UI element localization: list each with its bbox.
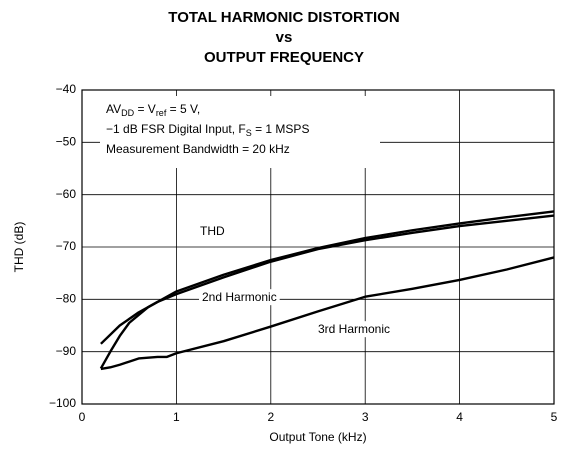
series-line	[100, 256, 555, 371]
x-tick-label: 2	[267, 410, 274, 424]
annotation-text: Measurement Bandwidth = 20 kHz	[106, 142, 290, 156]
y-tick-label: −70	[56, 239, 77, 253]
y-axis-label: THD (dB)	[12, 222, 26, 273]
annotation-subscript: ref	[156, 108, 167, 118]
y-tick-label: −60	[56, 187, 77, 201]
x-tick-label: 4	[456, 410, 463, 424]
chart-title: TOTAL HARMONIC DISTORTION	[168, 9, 399, 26]
annotation-text: −1 dB FSR Digital Input, F	[106, 122, 246, 136]
plot-frame	[81, 89, 555, 405]
annotation-text: = 1 MSPS	[252, 122, 310, 136]
annotation-subscript: DD	[121, 108, 134, 118]
x-tick-label: 0	[79, 410, 86, 424]
x-tick-label: 3	[362, 410, 369, 424]
chart-title: OUTPUT FREQUENCY	[204, 49, 364, 66]
series-label-background	[197, 223, 228, 240]
annotation: −1 dB FSR Digital Input, FS = 1 MSPS	[106, 122, 309, 138]
annotation-subscript: S	[246, 128, 252, 138]
series-label: 2nd Harmonic	[202, 290, 277, 304]
annotation: Measurement Bandwidth = 20 kHz	[106, 142, 290, 156]
chart-title: vs	[276, 29, 293, 46]
x-tick-label: 1	[173, 410, 180, 424]
annotation-background	[100, 96, 380, 168]
series-line	[100, 214, 555, 345]
lines	[99, 210, 555, 371]
y-tick-label: −50	[56, 135, 77, 149]
y-tick-label: −100	[49, 396, 76, 410]
annotation-text: = V	[134, 102, 156, 116]
y-tick-label: −80	[56, 292, 77, 306]
annotation-text: = 5 V,	[166, 102, 200, 116]
y-tick-label: −40	[56, 82, 77, 96]
x-tick-label: 5	[551, 410, 558, 424]
annotation-text: AV	[106, 102, 121, 116]
annotation: AVDD = Vref = 5 V,	[106, 102, 200, 118]
series-label: THD	[200, 224, 225, 238]
series-label: 3rd Harmonic	[318, 322, 390, 336]
series-line	[99, 210, 555, 370]
series-label-background	[199, 289, 280, 306]
x-axis-label: Output Tone (kHz)	[269, 430, 366, 444]
y-tick-label: −90	[56, 344, 77, 358]
series-label-background	[315, 321, 394, 338]
